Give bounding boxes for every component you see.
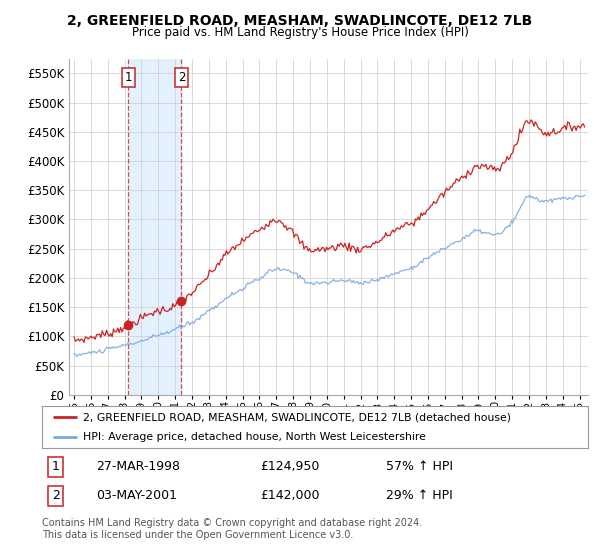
Text: Price paid vs. HM Land Registry's House Price Index (HPI): Price paid vs. HM Land Registry's House … xyxy=(131,26,469,39)
Text: 2: 2 xyxy=(178,71,185,83)
Bar xyxy=(128,59,181,395)
Text: 27-MAR-1998: 27-MAR-1998 xyxy=(97,460,181,473)
Text: HPI: Average price, detached house, North West Leicestershire: HPI: Average price, detached house, Nort… xyxy=(83,432,426,442)
Text: 2, GREENFIELD ROAD, MEASHAM, SWADLINCOTE, DE12 7LB: 2, GREENFIELD ROAD, MEASHAM, SWADLINCOTE… xyxy=(67,14,533,28)
Text: Contains HM Land Registry data © Crown copyright and database right 2024.
This d: Contains HM Land Registry data © Crown c… xyxy=(42,518,422,540)
Text: 03-MAY-2001: 03-MAY-2001 xyxy=(97,489,178,502)
Text: 1: 1 xyxy=(52,460,59,473)
Text: 2, GREENFIELD ROAD, MEASHAM, SWADLINCOTE, DE12 7LB (detached house): 2, GREENFIELD ROAD, MEASHAM, SWADLINCOTE… xyxy=(83,412,511,422)
Text: £142,000: £142,000 xyxy=(260,489,320,502)
Text: 57% ↑ HPI: 57% ↑ HPI xyxy=(386,460,453,473)
Text: £124,950: £124,950 xyxy=(260,460,320,473)
Text: 29% ↑ HPI: 29% ↑ HPI xyxy=(386,489,453,502)
Text: 1: 1 xyxy=(125,71,132,83)
Text: 2: 2 xyxy=(52,489,59,502)
